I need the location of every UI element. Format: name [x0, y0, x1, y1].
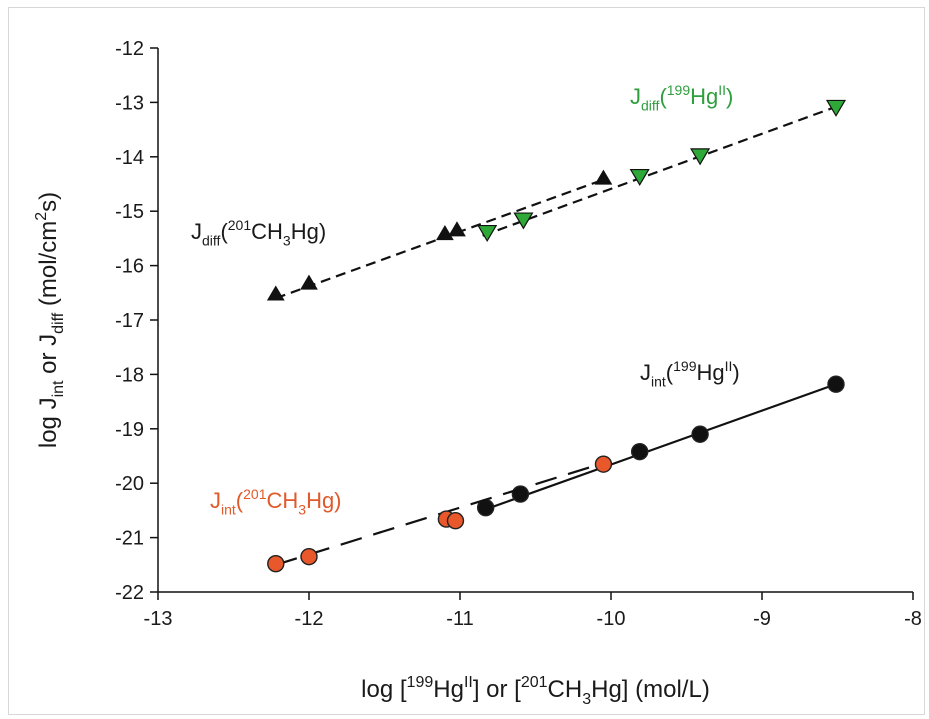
fit-line-3: [482, 382, 838, 512]
data-point-triangle-down: [513, 212, 534, 230]
data-point-circle: [446, 512, 465, 530]
data-point-triangle-up: [594, 169, 613, 185]
x-tick-label: -11: [446, 608, 473, 630]
data-point-triangle-up: [300, 274, 318, 290]
y-tick-label: -12: [115, 38, 144, 60]
series-label-3: Jint(199HgII): [640, 358, 740, 390]
series-label-1: Jdiff(199HgII): [630, 82, 733, 114]
y-tick-label: -14: [115, 147, 144, 169]
y-tick-label: -22: [115, 582, 144, 604]
data-point-circle: [827, 375, 845, 393]
x-axis-title: log [199HgII] or [201CH3Hg] (mol/L): [361, 674, 710, 708]
data-point-circle: [691, 425, 709, 443]
fit-line-2: [275, 178, 604, 300]
data-point-circle: [300, 547, 318, 566]
y-tick-label: -16: [115, 256, 144, 278]
x-tick-label: -13: [144, 608, 173, 630]
y-tick-label: -20: [115, 473, 144, 495]
series-label-2: Jdiff(201CH3Hg): [191, 217, 326, 249]
data-point-triangle-down: [629, 168, 650, 187]
x-tick-label: -10: [597, 608, 626, 630]
y-tick-label: -13: [115, 92, 144, 114]
data-point-circle: [594, 455, 613, 473]
y-tick-label: -15: [115, 201, 144, 223]
x-tick-label: -9: [753, 608, 771, 630]
x-tick-label: -12: [295, 608, 324, 630]
series-label-4: Jint(201CH3Hg): [210, 486, 342, 518]
data-point-triangle-up: [448, 221, 466, 237]
y-axis-title: log Jint or Jdiff (mol/cm2s): [33, 192, 67, 448]
data-point-triangle-down: [690, 148, 711, 166]
y-tick-label: -18: [115, 364, 144, 386]
data-point-circle: [267, 555, 285, 573]
data-point-circle: [630, 442, 649, 461]
data-point-triangle-down: [477, 224, 498, 243]
y-tick-label: -17: [115, 310, 144, 332]
fit-line-1: [482, 105, 838, 237]
y-tick-label: -21: [115, 528, 144, 550]
data-point-triangle-down: [825, 99, 847, 117]
data-point-triangle-up: [266, 285, 285, 301]
x-tick-label: -8: [904, 608, 922, 630]
y-tick-label: -19: [115, 419, 144, 441]
figure-frame: [8, 7, 925, 715]
